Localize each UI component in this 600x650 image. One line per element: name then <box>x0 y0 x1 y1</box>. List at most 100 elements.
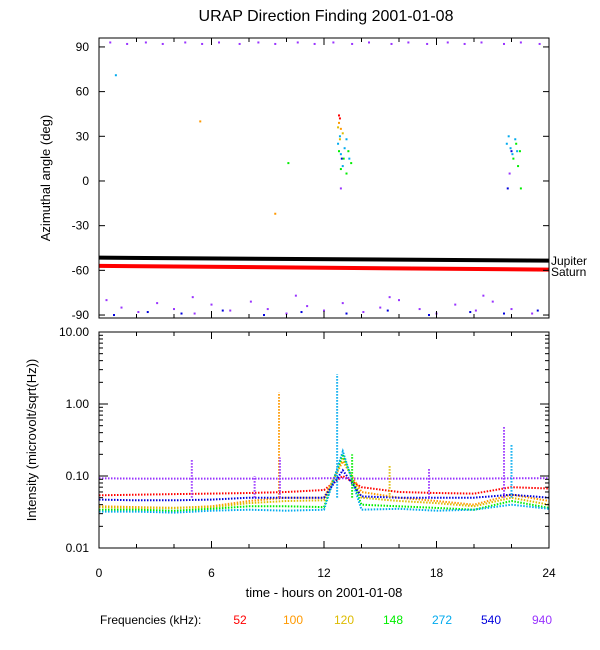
azimuth-point-52 <box>338 117 341 120</box>
azimuth-point-272 <box>341 165 344 168</box>
intensity-y-axis-label: Intensity (microvolt/sqrt(Hz)) <box>24 359 39 522</box>
azimuth-point-52 <box>338 114 340 117</box>
legend-frequency-100: 100 <box>283 613 303 627</box>
azimuth-point-940 <box>161 42 164 45</box>
azimuth-point-272 <box>338 135 341 138</box>
azimuth-point-940 <box>480 41 483 44</box>
time-x-tick-label: 6 <box>208 566 215 580</box>
intensity-y-tick-label: 0.01 <box>66 541 90 555</box>
azimuth-point-940 <box>191 296 194 299</box>
intensity-line-120 <box>98 455 550 509</box>
time-x-tick-label: 12 <box>317 566 331 580</box>
azimuth-point-540 <box>113 314 115 317</box>
azimuth-point-100 <box>338 121 340 124</box>
azimuth-point-272 <box>516 150 519 153</box>
saturn-label: Saturn <box>551 265 586 279</box>
azimuth-point-940 <box>144 41 147 44</box>
azimuth-point-940 <box>368 41 370 44</box>
azimuth-point-940 <box>126 42 129 45</box>
azimuth-point-540 <box>536 309 539 312</box>
azimuth-point-940 <box>510 308 513 311</box>
azimuth-point-940 <box>201 42 204 45</box>
legend-frequency-272: 272 <box>432 613 452 627</box>
azimuth-point-540 <box>300 311 303 314</box>
azimuth-point-940 <box>109 41 112 44</box>
azimuth-point-940 <box>249 300 252 303</box>
azimuth-point-940 <box>105 299 108 302</box>
intensity-x-ticks: 0 6 12 18 24 <box>96 332 556 580</box>
azimuth-point-940 <box>156 302 159 305</box>
azimuth-point-148 <box>518 150 521 153</box>
azimuth-point-940 <box>120 306 123 309</box>
azimuth-y-tick-label: -90 <box>72 308 90 322</box>
azimuth-point-272 <box>345 138 348 141</box>
azimuth-point-940 <box>379 306 382 309</box>
azimuth-point-940 <box>508 172 511 175</box>
azimuth-point-940 <box>388 296 391 299</box>
azimuth-point-272 <box>511 153 514 156</box>
azimuth-point-940 <box>274 42 277 45</box>
azimuth-point-272 <box>114 74 117 77</box>
azimuth-point-940 <box>491 300 494 303</box>
azimuth-point-540 <box>340 157 343 160</box>
azimuth-point-272 <box>348 157 351 160</box>
azimuth-scatter <box>105 41 541 317</box>
intensity-y-tick-label: 1.00 <box>66 397 90 411</box>
azimuth-point-940 <box>538 42 541 45</box>
azimuth-y-tick-label: -60 <box>72 263 90 277</box>
azimuth-point-272 <box>507 135 510 138</box>
azimuth-plot-frame <box>98 37 550 319</box>
azimuth-point-148 <box>347 150 350 153</box>
azimuth-y-tick-label: -30 <box>72 219 90 233</box>
azimuth-y-tick-label: 60 <box>76 85 90 99</box>
intensity-line-540 <box>98 468 550 502</box>
time-x-tick-label: 0 <box>96 566 103 580</box>
jupiter-label: Jupiter <box>551 254 587 268</box>
intensity-y-tick-label: 0.10 <box>66 469 90 483</box>
azimuth-point-148 <box>517 165 520 168</box>
time-x-tick-label: 18 <box>430 566 444 580</box>
azimuth-point-540 <box>428 314 430 317</box>
azimuth-point-940 <box>306 305 309 308</box>
azimuth-point-940 <box>474 309 477 312</box>
intensity-y-tick-label: 10.00 <box>59 325 89 339</box>
azimuth-point-540 <box>503 312 505 315</box>
intensity-line-52 <box>98 474 550 497</box>
azimuth-point-100 <box>199 120 202 123</box>
azimuth-point-272 <box>509 147 512 150</box>
legend-frequency-52: 52 <box>233 613 247 627</box>
legend-label: Frequencies (kHz): <box>100 613 201 627</box>
azimuth-point-940 <box>332 41 335 44</box>
azimuth-point-940 <box>407 41 410 44</box>
azimuth-point-940 <box>390 42 393 45</box>
azimuth-point-272 <box>505 142 508 145</box>
azimuth-point-940 <box>463 42 466 45</box>
azimuth-point-940 <box>339 187 342 190</box>
intensity-lines <box>98 448 550 514</box>
azimuth-point-940 <box>296 41 299 44</box>
azimuth-point-940 <box>351 42 354 45</box>
azimuth-panel: 90 60 30 0 -30 -60 -90 Azimuthal angle (deg) J… <box>38 37 587 322</box>
time-x-tick-label: 24 <box>542 566 556 580</box>
azimuth-point-940 <box>398 299 400 302</box>
planet-reference-lines <box>98 255 550 272</box>
azimuth-point-120 <box>341 132 344 135</box>
azimuth-point-940 <box>323 309 325 312</box>
azimuth-point-940 <box>454 303 457 306</box>
azimuth-point-940 <box>426 42 429 45</box>
azimuth-point-148 <box>338 150 340 153</box>
azimuth-point-940 <box>184 41 187 44</box>
azimuth-point-148 <box>345 172 348 175</box>
legend-frequency-540: 540 <box>481 613 501 627</box>
azimuth-point-940 <box>531 312 534 315</box>
azimuth-point-540 <box>506 187 509 190</box>
azimuth-point-540 <box>345 312 348 315</box>
intensity-bursts <box>190 374 513 498</box>
azimuth-y-ticks: 90 60 30 0 -30 -60 -90 <box>72 40 549 322</box>
azimuth-point-940 <box>313 42 316 45</box>
azimuth-point-148 <box>350 162 353 165</box>
azimuth-point-940 <box>503 42 505 45</box>
azimuth-point-940 <box>519 41 522 44</box>
azimuth-point-940 <box>446 41 449 44</box>
